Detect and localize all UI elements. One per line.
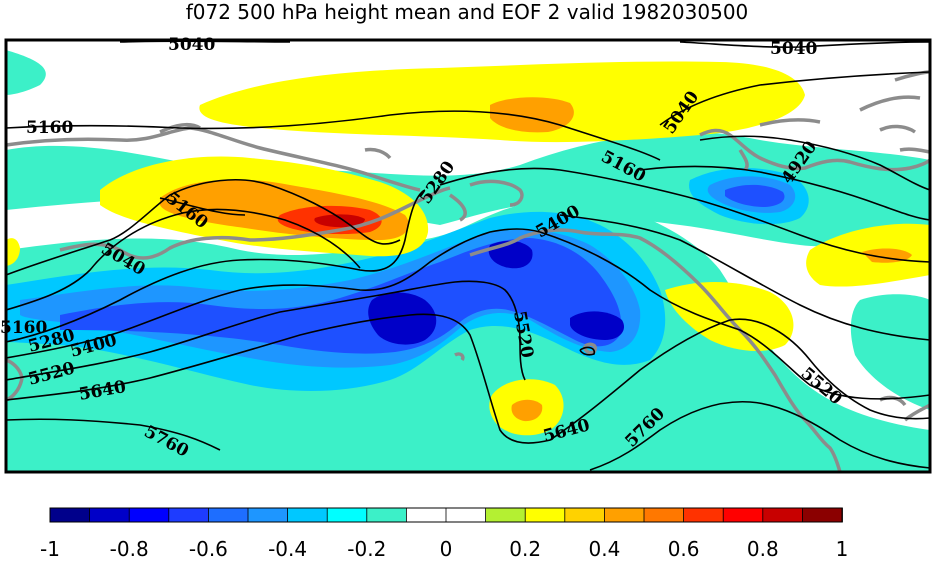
colorbar-tick-label: 0.2: [509, 537, 541, 558]
contour-5640-east: [549, 318, 930, 441]
contour-5760-east: [589, 400, 930, 471]
contour-5160-west: [6, 197, 361, 311]
colorbar-swatch: [762, 507, 804, 523]
colorbar-tick-label: 0.6: [668, 537, 700, 558]
contour-5400: [6, 228, 541, 359]
colorbar-swatch: [405, 507, 447, 523]
colorbar-frame: [49, 507, 843, 523]
anomaly-region-yellow-sw: [6, 238, 20, 266]
map-frame: [4, 38, 932, 474]
colorbar-tick-label: 0.8: [747, 537, 779, 558]
contour-5280-east: [439, 167, 930, 263]
contour-4920: [699, 135, 930, 191]
colorbar-swatch: [168, 507, 210, 523]
colorbar-swatch: [49, 507, 91, 523]
colorbar-tick-label: 0.4: [588, 537, 620, 558]
contour-label-5160-sw: 5160: [0, 318, 47, 338]
colorbar-tick-label: -0.8: [110, 537, 149, 558]
anomaly-fill-layer: [6, 50, 930, 472]
colorbar-swatch: [683, 507, 725, 523]
contour-label-5040-ne: 5040: [770, 39, 817, 59]
contour-5280: [6, 189, 426, 343]
anomaly-region-turquoise-north: [6, 50, 46, 95]
contour-5520-east: [539, 231, 930, 400]
contour-5400-east: [559, 214, 930, 341]
colorbar-swatch: [722, 507, 764, 523]
anomaly-region-orange-south: [511, 399, 543, 422]
colorbar-swatch: [643, 507, 685, 523]
colorbar-swatch: [524, 507, 566, 523]
colorbar-swatch: [604, 507, 645, 523]
colorbar-swatch: [326, 507, 368, 523]
contour-5040-west: [6, 179, 401, 276]
contour-label-5040-nw: 5040: [168, 35, 215, 55]
contour-5040-east: [659, 71, 930, 126]
contour-5520: [6, 280, 526, 381]
anomaly-region-blue-northeast: [725, 184, 785, 207]
colorbar-swatch: [128, 507, 170, 523]
coastline-layer: [6, 70, 930, 472]
coastline-east: [879, 124, 930, 422]
colorbar-swatch: [802, 507, 843, 523]
colorbar-tick-label: 1: [836, 537, 849, 558]
colorbar-swatch: [564, 507, 606, 523]
coastline-west: [6, 126, 451, 260]
coastline-northeast: [699, 70, 930, 172]
colorbar-swatch: [89, 507, 131, 523]
anomaly-region-blue-center: [60, 238, 622, 354]
colorbar-swatch: [247, 507, 289, 523]
contour-5160-north: [6, 110, 661, 161]
coastline-north: [159, 123, 524, 222]
colorbar-swatch: [366, 507, 408, 523]
contour-label-5160-w: 5160: [26, 118, 73, 138]
colorbar-tick-labels: -1 -0.8 -0.6 -0.4 -0.2 0 0.2 0.4 0.6 0.8 1: [40, 537, 849, 561]
colorbar-swatch: [485, 507, 527, 523]
contour-small-loop: [579, 346, 596, 356]
colorbar: [49, 507, 843, 523]
anomaly-region-turquoise-west: [6, 203, 930, 472]
colorbar-tick-label: 0: [440, 537, 453, 558]
colorbar-tick-label: -0.2: [347, 537, 386, 558]
colorbar-swatch: [445, 507, 487, 523]
colorbar-tick-label: -0.6: [189, 537, 228, 558]
anomaly-region-deepblue-core-east: [570, 311, 625, 340]
colorbar-tick-label: -1: [40, 537, 60, 558]
contour-5760: [6, 418, 221, 451]
anomaly-region-darkred-west: [314, 214, 365, 228]
colorbar-swatch: [207, 507, 249, 523]
anomaly-region-turquoise-east: [850, 294, 930, 410]
contour-5640: [6, 313, 551, 444]
colorbar-tick-label: -0.4: [268, 537, 307, 558]
coastline-center: [469, 228, 842, 472]
map-title: f072 500 hPa height mean and EOF 2 valid…: [185, 0, 749, 24]
anomaly-region-deepblue-core-west: [368, 292, 437, 345]
contour-5160-east: [639, 165, 930, 221]
anomaly-region-turquoise-upper: [6, 131, 930, 247]
coastline-southwest: [6, 358, 24, 402]
colorbar-swatch: [287, 507, 329, 523]
